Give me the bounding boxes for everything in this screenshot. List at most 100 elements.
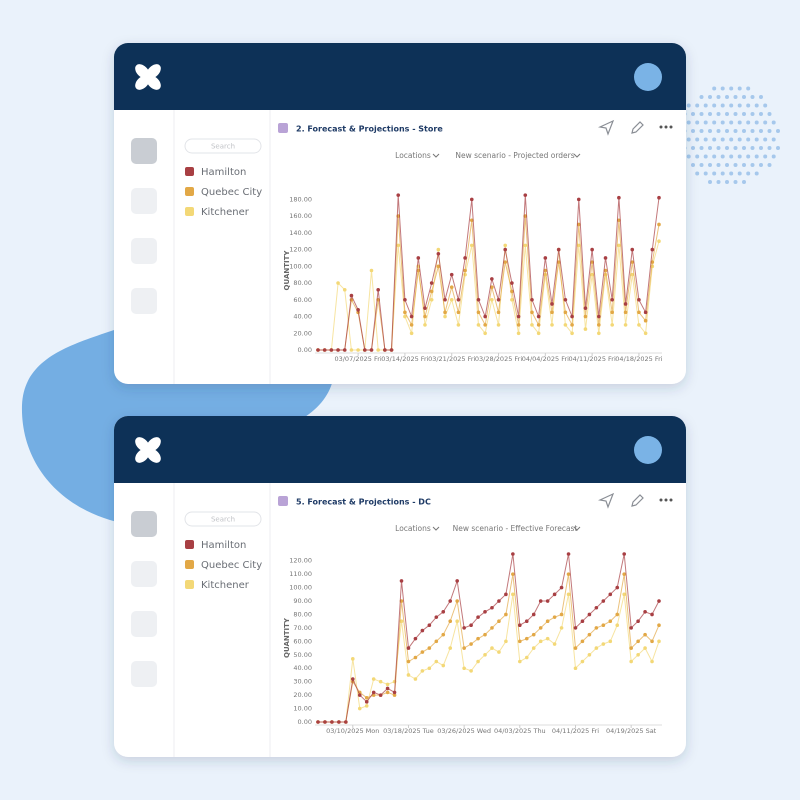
data-point <box>413 655 418 660</box>
dot <box>746 120 751 125</box>
legend-label: Kitchener <box>201 580 250 591</box>
data-point <box>434 639 439 644</box>
dot <box>725 163 729 167</box>
sidebar-icon[interactable] <box>131 661 157 687</box>
chart-title: 5. Forecast & Projections - DC <box>296 498 431 507</box>
dot <box>763 154 768 159</box>
sidebar-icon[interactable] <box>131 138 157 164</box>
sidebar-icon[interactable] <box>131 238 157 264</box>
data-point <box>496 297 501 302</box>
data-point <box>423 306 427 310</box>
filter-dropdown[interactable]: New scenario - Effective Forecast <box>453 524 578 533</box>
data-point <box>545 599 550 603</box>
dot <box>716 95 721 99</box>
send-icon[interactable] <box>597 492 615 509</box>
data-point <box>503 243 508 248</box>
y-tick-label: 120.00 <box>289 557 312 565</box>
dot <box>695 154 700 159</box>
data-point <box>538 626 543 630</box>
data-point <box>364 696 369 700</box>
data-point <box>594 605 599 610</box>
data-point <box>455 619 459 623</box>
y-tick-label: 70.00 <box>293 624 312 632</box>
data-point <box>423 323 427 327</box>
legend-label: Quebec City <box>201 187 262 198</box>
data-point <box>597 331 601 336</box>
data-point <box>496 310 501 315</box>
dot <box>754 120 759 125</box>
more-icon[interactable] <box>664 125 668 129</box>
sidebar-icon[interactable] <box>131 288 157 314</box>
x-tick-label: 03/07/2025 Fri <box>334 355 381 363</box>
dot <box>737 171 742 176</box>
search-box[interactable] <box>184 511 262 527</box>
data-point <box>563 297 568 302</box>
dot <box>703 103 708 108</box>
data-point <box>469 197 474 202</box>
send-icon[interactable] <box>597 119 615 136</box>
data-point <box>583 314 588 319</box>
data-point <box>483 331 487 336</box>
data-point <box>650 639 654 644</box>
data-point <box>617 195 621 200</box>
series-line <box>318 241 660 351</box>
data-point <box>429 289 434 294</box>
data-point <box>420 669 425 673</box>
data-point <box>559 612 564 617</box>
more-icon[interactable] <box>669 498 673 502</box>
sidebar-icon[interactable] <box>131 561 157 587</box>
data-point <box>434 615 439 619</box>
more-icon[interactable] <box>659 498 663 502</box>
sidebar-icon[interactable] <box>131 511 157 537</box>
search-placeholder: Search <box>211 516 235 524</box>
data-point <box>403 314 407 319</box>
data-point <box>469 623 473 628</box>
data-point <box>556 247 561 252</box>
more-icon[interactable] <box>669 125 673 129</box>
filter-dropdown[interactable]: New scenario - Projected orders <box>455 151 574 160</box>
data-point <box>636 653 640 657</box>
logo-petal <box>146 64 161 79</box>
dot <box>716 112 721 116</box>
search-box[interactable] <box>184 138 262 154</box>
data-point <box>483 323 487 327</box>
y-tick-label: 60.00 <box>293 296 312 304</box>
dot <box>742 129 746 133</box>
data-point <box>406 646 411 650</box>
dot <box>737 137 742 142</box>
sidebar-icon[interactable] <box>131 188 157 214</box>
data-point <box>580 639 585 644</box>
dot <box>695 137 700 142</box>
logo <box>135 437 161 463</box>
data-point <box>429 297 434 302</box>
avatar[interactable] <box>634 63 662 91</box>
data-point <box>597 323 601 327</box>
x-tick-label: 03/26/2025 Wed <box>437 727 491 735</box>
x-tick-label: 04/11/2025 Fri <box>568 355 615 363</box>
dot <box>763 137 768 142</box>
data-point <box>657 623 661 628</box>
data-point <box>413 636 418 641</box>
data-point <box>449 272 454 277</box>
data-point <box>657 639 661 644</box>
dot <box>733 180 738 184</box>
more-icon[interactable] <box>659 125 663 129</box>
dot <box>767 112 772 116</box>
data-point <box>463 256 467 260</box>
more-icon[interactable] <box>664 498 668 502</box>
data-point <box>357 693 362 697</box>
dot <box>729 120 734 125</box>
edit-icon[interactable] <box>631 121 644 134</box>
data-point <box>570 323 574 327</box>
dot <box>695 120 700 125</box>
sidebar-icon[interactable] <box>131 611 157 637</box>
edit-icon[interactable] <box>631 494 644 507</box>
y-tick-label: 0.00 <box>298 718 312 726</box>
filter-dropdown[interactable]: Locations <box>395 524 431 533</box>
data-point <box>637 297 641 302</box>
avatar[interactable] <box>634 436 662 464</box>
data-point <box>356 308 360 312</box>
filter-dropdown[interactable]: Locations <box>395 151 431 160</box>
data-point <box>396 243 401 248</box>
y-tick-label: 40.00 <box>293 313 312 321</box>
